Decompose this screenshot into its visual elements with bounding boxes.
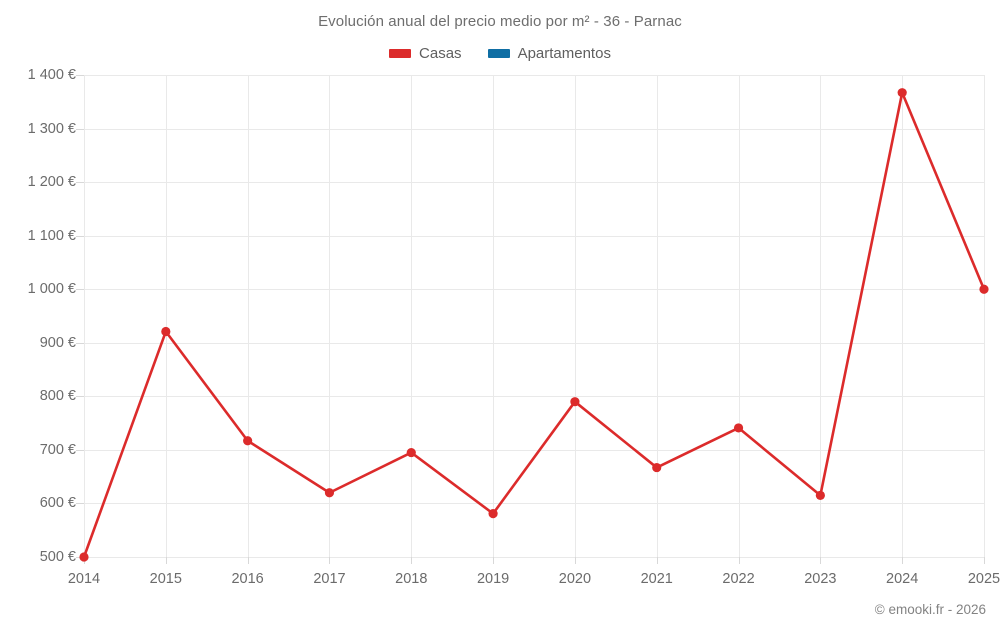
x-tick-label: 2018 bbox=[395, 571, 428, 587]
legend-swatch-icon-casas bbox=[389, 49, 412, 58]
x-tick-label: 2014 bbox=[67, 571, 101, 587]
legend-swatch-icon-apartamentos bbox=[487, 49, 510, 58]
x-tick-label: 2019 bbox=[476, 571, 510, 587]
x-tick-label: 2016 bbox=[231, 571, 264, 587]
x-tick-label: 2015 bbox=[149, 571, 182, 587]
data-point[interactable] bbox=[161, 326, 171, 337]
x-tick-label: 2017 bbox=[313, 571, 346, 587]
series-line-casas bbox=[82, 91, 986, 559]
data-point[interactable] bbox=[733, 423, 744, 433]
y-tick-label: 1 400 € bbox=[27, 67, 76, 83]
data-point[interactable] bbox=[324, 488, 335, 498]
y-tick-label: 1 000 € bbox=[27, 281, 76, 298]
data-point[interactable] bbox=[570, 397, 580, 407]
legend-label-apartamentos: Apartamentos bbox=[517, 45, 611, 62]
data-point[interactable] bbox=[243, 436, 253, 446]
data-point[interactable] bbox=[652, 462, 662, 473]
legend-label-casas: Casas bbox=[419, 45, 462, 62]
y-tick-label: 900 € bbox=[39, 334, 76, 351]
y-tick-label: 1 300 € bbox=[27, 120, 76, 137]
y-axis: 500 € 600 € 700 € 800 € 900 € 1 000 € 1 100 € 1… bbox=[0, 0, 76, 625]
data-point[interactable] bbox=[897, 88, 907, 98]
x-tick-label: 2023 bbox=[804, 571, 837, 587]
legend-item-casas[interactable]: Casas bbox=[389, 45, 462, 62]
y-tick-label: 600 € bbox=[39, 495, 76, 512]
legend-item-apartamentos[interactable]: Apartamentos bbox=[487, 45, 611, 62]
gridlines bbox=[76, 75, 985, 564]
y-tick-label: 800 € bbox=[39, 388, 76, 405]
data-point[interactable] bbox=[488, 509, 498, 519]
x-tick-label: 2025 bbox=[967, 571, 1000, 587]
x-tick-label: 2022 bbox=[722, 571, 755, 587]
x-tick-label: 2024 bbox=[886, 571, 919, 587]
y-tick-label: 700 € bbox=[39, 441, 76, 458]
chart-legend: Casas Apartamentos bbox=[0, 45, 1000, 62]
y-tick-label: 500 € bbox=[39, 549, 76, 565]
series-casas bbox=[79, 88, 989, 562]
x-tick-label: 2020 bbox=[558, 571, 592, 587]
data-point[interactable] bbox=[79, 552, 89, 562]
data-point[interactable] bbox=[406, 447, 416, 458]
chart-title: Evolución anual del precio medio por m² … bbox=[318, 13, 682, 30]
x-tick-label: 2021 bbox=[640, 571, 673, 587]
y-tick-label: 1 100 € bbox=[27, 227, 76, 244]
data-point[interactable] bbox=[979, 284, 989, 294]
y-tick-label: 1 200 € bbox=[27, 174, 76, 191]
copyright-credit: © emooki.fr - 2026 bbox=[874, 602, 986, 617]
data-point[interactable] bbox=[815, 490, 825, 501]
